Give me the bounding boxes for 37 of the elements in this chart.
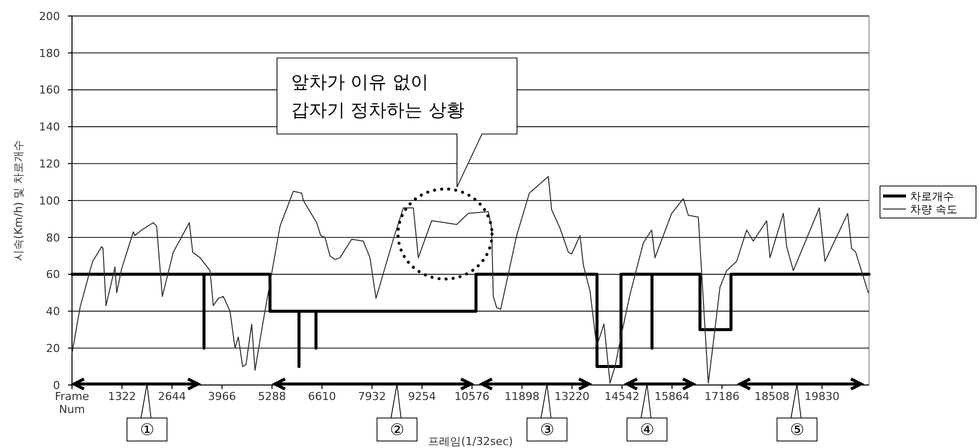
- y-tick-label: 160: [39, 84, 60, 97]
- x-tick-label: 6610: [308, 390, 336, 403]
- x-tick-label: 14542: [604, 390, 640, 403]
- x-tick-label: 2644: [158, 390, 186, 403]
- x-tick-label: 5288: [258, 390, 286, 403]
- x-tick-label: 15864: [654, 390, 690, 403]
- x-tick-label: 3966: [208, 390, 236, 403]
- annotation: 앞차가 이유 없이 갑자기 정차하는 상황: [291, 72, 464, 121]
- y-tick-label: 20: [46, 342, 60, 355]
- x-tick-label: 19830: [804, 390, 840, 403]
- x-tick-label: 10576: [454, 390, 490, 403]
- y-tick-label: 80: [46, 231, 60, 244]
- x-tick-label: 1322: [108, 390, 136, 403]
- y-tick-label: 200: [39, 10, 60, 23]
- text: ②: [390, 420, 404, 439]
- x-tick-label: 11898: [504, 390, 540, 403]
- y-axis-title: 시속(Km/h) 및 차로개수: [12, 140, 25, 262]
- text: ①: [140, 420, 154, 439]
- x-tick-label: 7932: [358, 390, 386, 403]
- x-tick-label: 13220: [554, 390, 590, 403]
- y-tick-label: 100: [39, 194, 60, 208]
- y-tick-label: 0: [53, 378, 60, 392]
- x-tick-label: 9254: [408, 390, 436, 403]
- x-axis-title: 프레임(1/32sec): [428, 435, 513, 448]
- x-tick-label: 18508: [754, 390, 790, 403]
- y-tick-label: 40: [46, 305, 60, 318]
- text: ④: [640, 420, 654, 439]
- text: ⑤: [790, 420, 804, 439]
- y-tick-label: 140: [39, 120, 60, 134]
- y-tick-label: 180: [39, 46, 60, 60]
- text: ③: [540, 420, 554, 439]
- x-tick-label: 17186: [704, 390, 740, 403]
- y-tick-label: 60: [46, 268, 60, 282]
- legend-label: 차량 속도: [910, 202, 958, 216]
- x-tick-label: Frame Num: [54, 390, 90, 416]
- legend-label: 차로개수: [910, 190, 954, 203]
- y-tick-label: 120: [39, 157, 60, 170]
